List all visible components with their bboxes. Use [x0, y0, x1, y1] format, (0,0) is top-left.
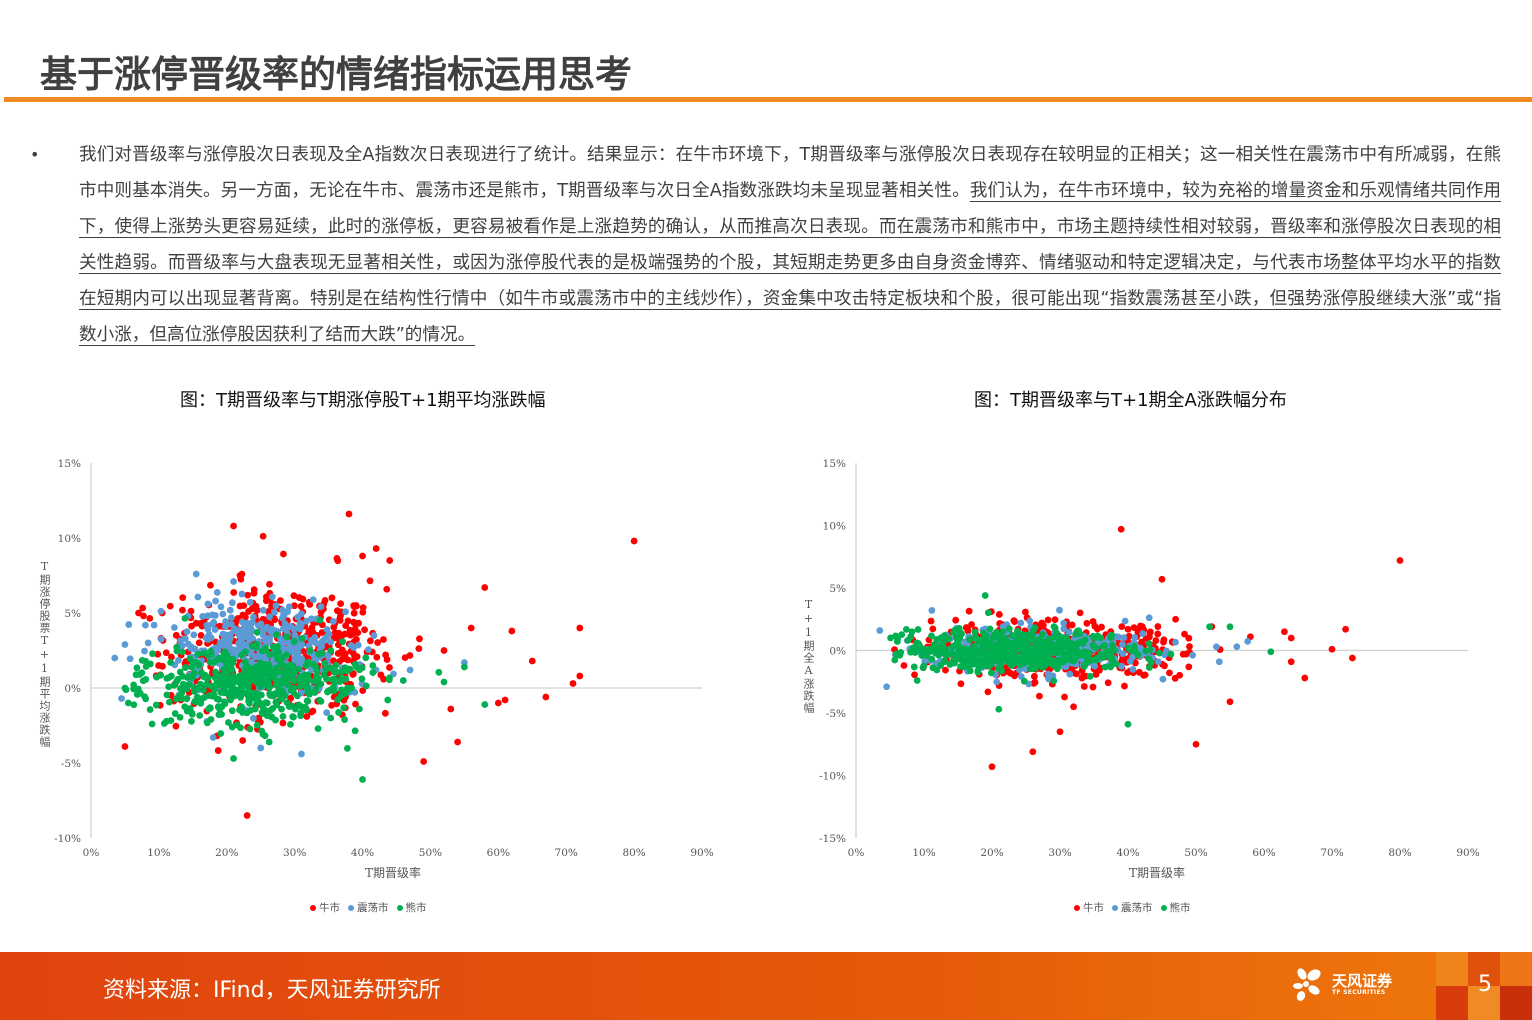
legend-label: 牛市 [319, 902, 340, 914]
svg-text:90%: 90% [690, 847, 713, 859]
svg-text:80%: 80% [1388, 847, 1411, 859]
series-熊市 [887, 592, 1275, 728]
svg-text:15%: 15% [823, 458, 846, 470]
x-axis-label-left: T期晋级率 [365, 866, 422, 880]
scatter-plot-right: 15%10%5%0%-5%-10%-15%0% 10% 20% 30% 40% 50% 60… [819, 458, 1480, 859]
svg-text:10%: 10% [58, 533, 81, 545]
bullet-icon: • [30, 145, 40, 164]
svg-text:30%: 30% [283, 847, 306, 859]
legend-dot-range-icon [1112, 904, 1118, 911]
legend-right: 牛市 震荡市 熊市 [1074, 900, 1191, 915]
legend-label: 熊市 [405, 902, 427, 914]
svg-text:-10%: -10% [54, 833, 81, 845]
paragraph-underlined: 我们认为，在牛市环境中，较为充裕的增量资金和乐观情绪共同作用下，使得上涨势头更容… [79, 181, 1501, 345]
svg-text:20%: 20% [980, 847, 1003, 859]
svg-text:-5%: -5% [826, 708, 846, 720]
page-number: 5 [1478, 972, 1492, 997]
svg-text:50%: 50% [419, 847, 442, 859]
svg-text:70%: 70% [555, 847, 578, 859]
svg-text:80%: 80% [622, 847, 645, 859]
legend-item-range: 震荡市 [1112, 900, 1153, 915]
flower-logo-icon [1293, 968, 1321, 1001]
legend-dot-bull-icon [1074, 904, 1080, 911]
svg-text:30%: 30% [1048, 847, 1071, 859]
body-paragraph: • 我们对晋级率与涨停股次日表现及全A指数次日表现进行了统计。结果显示：在牛市环… [30, 137, 1510, 353]
legend-dot-bear-icon [396, 904, 403, 911]
legend-left: 牛市 震荡市 熊市 [310, 900, 427, 915]
legend-item-bull: 牛市 [1074, 900, 1104, 915]
legend-label: 熊市 [1169, 902, 1191, 914]
footer-bar: 资料来源：IFind，天风证券研究所 天风证券 TF SECURITIES 5 [0, 952, 1532, 1020]
figure-caption-right: 图：T期晋级率与T+1期全A涨跌幅分布 [974, 390, 1287, 411]
svg-text:5%: 5% [829, 583, 846, 595]
svg-text:50%: 50% [1184, 847, 1207, 859]
y-axis-label-left: T期涨停股票T+1期平均涨跌幅 [38, 560, 51, 748]
legend-item-bear: 熊市 [396, 900, 427, 915]
svg-text:20%: 20% [215, 847, 238, 859]
legend-item-range: 震荡市 [348, 900, 389, 915]
svg-text:0%: 0% [64, 683, 81, 695]
svg-text:10%: 10% [147, 847, 170, 859]
logo-text-en: TF SECURITIES [1332, 988, 1386, 996]
svg-text:60%: 60% [1252, 847, 1275, 859]
svg-text:15%: 15% [58, 458, 81, 470]
svg-text:-10%: -10% [819, 771, 846, 783]
title-divider [4, 97, 1532, 102]
svg-text:5%: 5% [64, 608, 81, 620]
svg-text:40%: 40% [1116, 847, 1139, 859]
legend-label: 牛市 [1083, 902, 1104, 914]
svg-text:60%: 60% [487, 847, 510, 859]
svg-text:-5%: -5% [61, 758, 81, 770]
svg-text:-15%: -15% [819, 833, 846, 845]
legend-label: 震荡市 [357, 902, 389, 914]
legend-item-bear: 熊市 [1160, 900, 1191, 915]
svg-text:70%: 70% [1320, 847, 1343, 859]
legend-dot-range-icon [348, 904, 354, 911]
decorative-mosaic [1436, 952, 1532, 1020]
logo-text-cn: 天风证券 [1332, 971, 1393, 990]
svg-text:40%: 40% [351, 847, 374, 859]
figure-caption-left: 图：T期晋级率与T期涨停股T+1期平均涨跌幅 [180, 390, 546, 411]
svg-text:0%: 0% [829, 646, 846, 658]
data-source: 资料来源：IFind，天风证券研究所 [103, 978, 441, 1003]
paragraph-text: 我们对晋级率与涨停股次日表现及全A指数次日表现进行了统计。结果显示：在牛市环境下… [79, 137, 1501, 353]
scatter-chart-right: 15% 10% 5% 0% -5% -10% -15% 0% 10% 20% 30% 40% 50% 60… [790, 450, 1510, 930]
svg-text:90%: 90% [1456, 847, 1479, 859]
legend-dot-bull-icon [310, 904, 316, 911]
legend-item-bull: 牛市 [310, 900, 340, 915]
svg-text:10%: 10% [912, 847, 935, 859]
x-axis-label-right: T期晋级率 [1129, 866, 1186, 880]
svg-text:0%: 0% [848, 847, 865, 859]
scatter-chart-left: 15% 10% 5% 0% -5% -10% 0% 10% 20% 30% 40% 50% 60% 70%… [30, 450, 730, 930]
scatter-plot-left: 15%10%5%0%-5%-10%0% 10% 20% 30% 40% 50% 60% 70%… [54, 458, 714, 859]
paragraph-plain: 我们对晋级率与涨停股次日表现及全A指数次日表现进行了统计。结果显示：在牛市环境下… [79, 145, 1501, 201]
legend-label: 震荡市 [1121, 902, 1153, 914]
legend-dot-bear-icon [1160, 904, 1167, 911]
page-title: 基于涨停晋级率的情绪指标运用思考 [40, 53, 632, 96]
y-axis-label-right: T+1期全A涨跌幅 [802, 598, 815, 714]
svg-text:0%: 0% [83, 847, 100, 859]
series-熊市 [121, 614, 489, 783]
company-logo: 天风证券 TF SECURITIES [1292, 966, 1392, 1002]
svg-text:10%: 10% [823, 521, 846, 533]
